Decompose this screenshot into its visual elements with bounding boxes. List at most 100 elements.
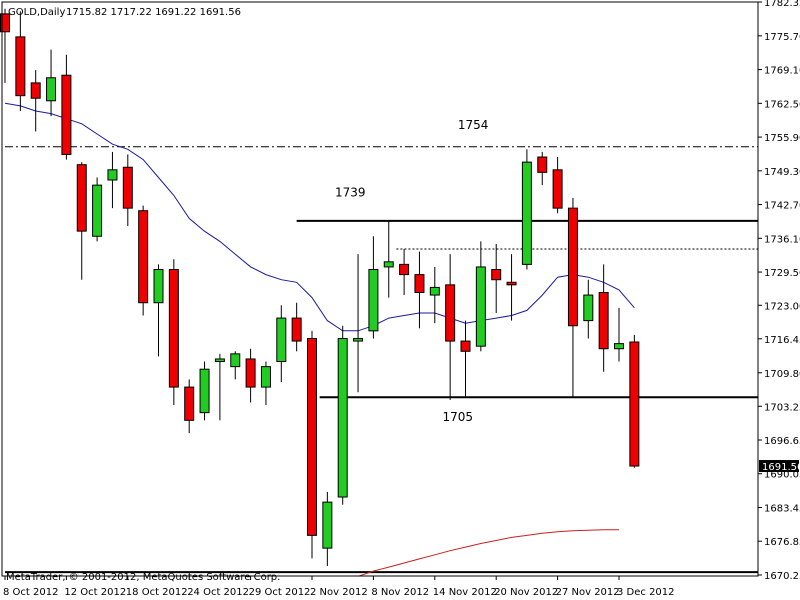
moving-average-slow-line bbox=[357, 529, 619, 577]
bearish-candle bbox=[506, 254, 517, 321]
candle-body bbox=[184, 386, 195, 421]
x-tick-label: 14 Nov 2012 bbox=[433, 587, 497, 598]
bullish-candle bbox=[276, 305, 287, 382]
x-tick-label: 2 Nov 2012 bbox=[310, 587, 368, 598]
bullish-candle bbox=[153, 264, 164, 357]
candle-body bbox=[168, 268, 179, 388]
bearish-candle bbox=[76, 162, 87, 280]
y-tick-label: 1729.50 bbox=[764, 268, 800, 279]
bullish-candle bbox=[230, 351, 241, 380]
candle-body bbox=[383, 261, 394, 268]
candle-body bbox=[214, 358, 225, 363]
bullish-candle bbox=[475, 241, 486, 352]
bullish-candle bbox=[92, 177, 103, 242]
current-price-label: 1691.56 bbox=[762, 462, 800, 473]
candle-body bbox=[368, 268, 379, 332]
candle-body bbox=[30, 82, 41, 99]
bearish-candle bbox=[30, 70, 41, 132]
x-tick-label: 24 Oct 2012 bbox=[187, 587, 249, 598]
bullish-candle bbox=[383, 220, 394, 298]
candle-body bbox=[460, 340, 471, 352]
candle-body bbox=[153, 268, 164, 304]
bullish-candle bbox=[521, 149, 532, 270]
y-tick-label: 1696.65 bbox=[764, 436, 800, 447]
candle-body bbox=[15, 36, 26, 97]
bullish-candle bbox=[214, 353, 225, 421]
candle-body bbox=[0, 13, 10, 33]
y-tick-label: 1742.70 bbox=[764, 201, 800, 212]
y-tick-label: 1670.25 bbox=[764, 571, 800, 582]
moving-averages bbox=[4, 102, 635, 577]
bullish-candle bbox=[322, 491, 333, 567]
y-tick-label: 1769.10 bbox=[764, 66, 800, 77]
candle-body bbox=[92, 184, 103, 237]
bullish-candle bbox=[337, 325, 348, 505]
candle-body bbox=[337, 338, 348, 498]
bearish-candle bbox=[291, 302, 302, 352]
level-annotation: 1754 bbox=[458, 118, 489, 132]
y-tick-label: 1690.05 bbox=[764, 470, 800, 481]
candle-body bbox=[567, 207, 578, 327]
candle-body bbox=[583, 294, 594, 322]
x-tick-label: 12 Oct 2012 bbox=[64, 587, 126, 598]
bearish-candle bbox=[414, 251, 425, 329]
candle-body bbox=[291, 317, 302, 342]
candle-body bbox=[230, 353, 241, 368]
bullish-candle bbox=[583, 279, 594, 339]
bullish-candle bbox=[107, 151, 118, 209]
candle-body bbox=[46, 77, 57, 102]
bearish-candle bbox=[61, 54, 72, 160]
y-tick-label: 1782.32 bbox=[764, 0, 800, 9]
bearish-candle bbox=[537, 151, 548, 186]
candle-body bbox=[61, 74, 72, 155]
y-tick-label: 1676.85 bbox=[764, 537, 800, 548]
bearish-candle bbox=[567, 197, 578, 398]
bearish-candle bbox=[629, 334, 640, 468]
y-tick-label: 1749.30 bbox=[764, 167, 800, 178]
level-annotation: 1739 bbox=[335, 185, 366, 199]
x-tick-label: 18 Oct 2012 bbox=[126, 587, 188, 598]
bearish-candle bbox=[460, 320, 471, 398]
candle-body bbox=[199, 368, 210, 414]
candle-body bbox=[76, 164, 87, 232]
candle-body bbox=[614, 343, 624, 350]
candle-body bbox=[429, 286, 440, 296]
x-tick-label: 20 Nov 2012 bbox=[494, 587, 558, 598]
bearish-candle bbox=[598, 264, 609, 372]
bearish-candle bbox=[122, 154, 133, 227]
bearish-candle bbox=[0, 8, 10, 83]
candle-body bbox=[537, 156, 548, 173]
y-tick-label: 1762.50 bbox=[764, 99, 800, 110]
candles-layer bbox=[0, 8, 640, 567]
candle-body bbox=[491, 268, 502, 281]
moving-average-fast-line bbox=[4, 102, 635, 332]
bullish-candle bbox=[199, 361, 210, 421]
plot-frame bbox=[1, 1, 759, 577]
x-tick-label: 29 Oct 2012 bbox=[249, 587, 311, 598]
candle-body bbox=[399, 263, 410, 276]
y-tick-label: 1683.45 bbox=[764, 503, 800, 514]
annotations-layer: 1754 1739 1705 bbox=[335, 118, 488, 424]
candle-body bbox=[138, 210, 149, 304]
candle-body bbox=[276, 317, 287, 363]
bullish-candle bbox=[353, 254, 364, 393]
level-annotation: 1705 bbox=[442, 410, 473, 424]
ohlc-readout: 1715.82 1717.22 1691.22 1691.56 bbox=[66, 7, 241, 18]
bearish-candle bbox=[307, 330, 317, 559]
y-tick-label: 1723.00 bbox=[764, 301, 800, 312]
candle-body bbox=[322, 501, 333, 549]
candle-body bbox=[475, 266, 486, 347]
candle-body bbox=[353, 338, 364, 342]
x-tick-label: 8 Oct 2012 bbox=[3, 587, 58, 598]
current-price-marker bbox=[759, 460, 799, 473]
x-tick-label: 8 Nov 2012 bbox=[371, 587, 429, 598]
y-tick-label: 1736.10 bbox=[764, 234, 800, 245]
bullish-candle bbox=[260, 361, 271, 405]
y-tick-label: 1755.90 bbox=[764, 133, 800, 144]
bearish-candle bbox=[445, 254, 456, 400]
candle-body bbox=[414, 274, 425, 294]
bearish-candle bbox=[15, 11, 26, 112]
y-tick-label: 1716.45 bbox=[764, 335, 800, 346]
